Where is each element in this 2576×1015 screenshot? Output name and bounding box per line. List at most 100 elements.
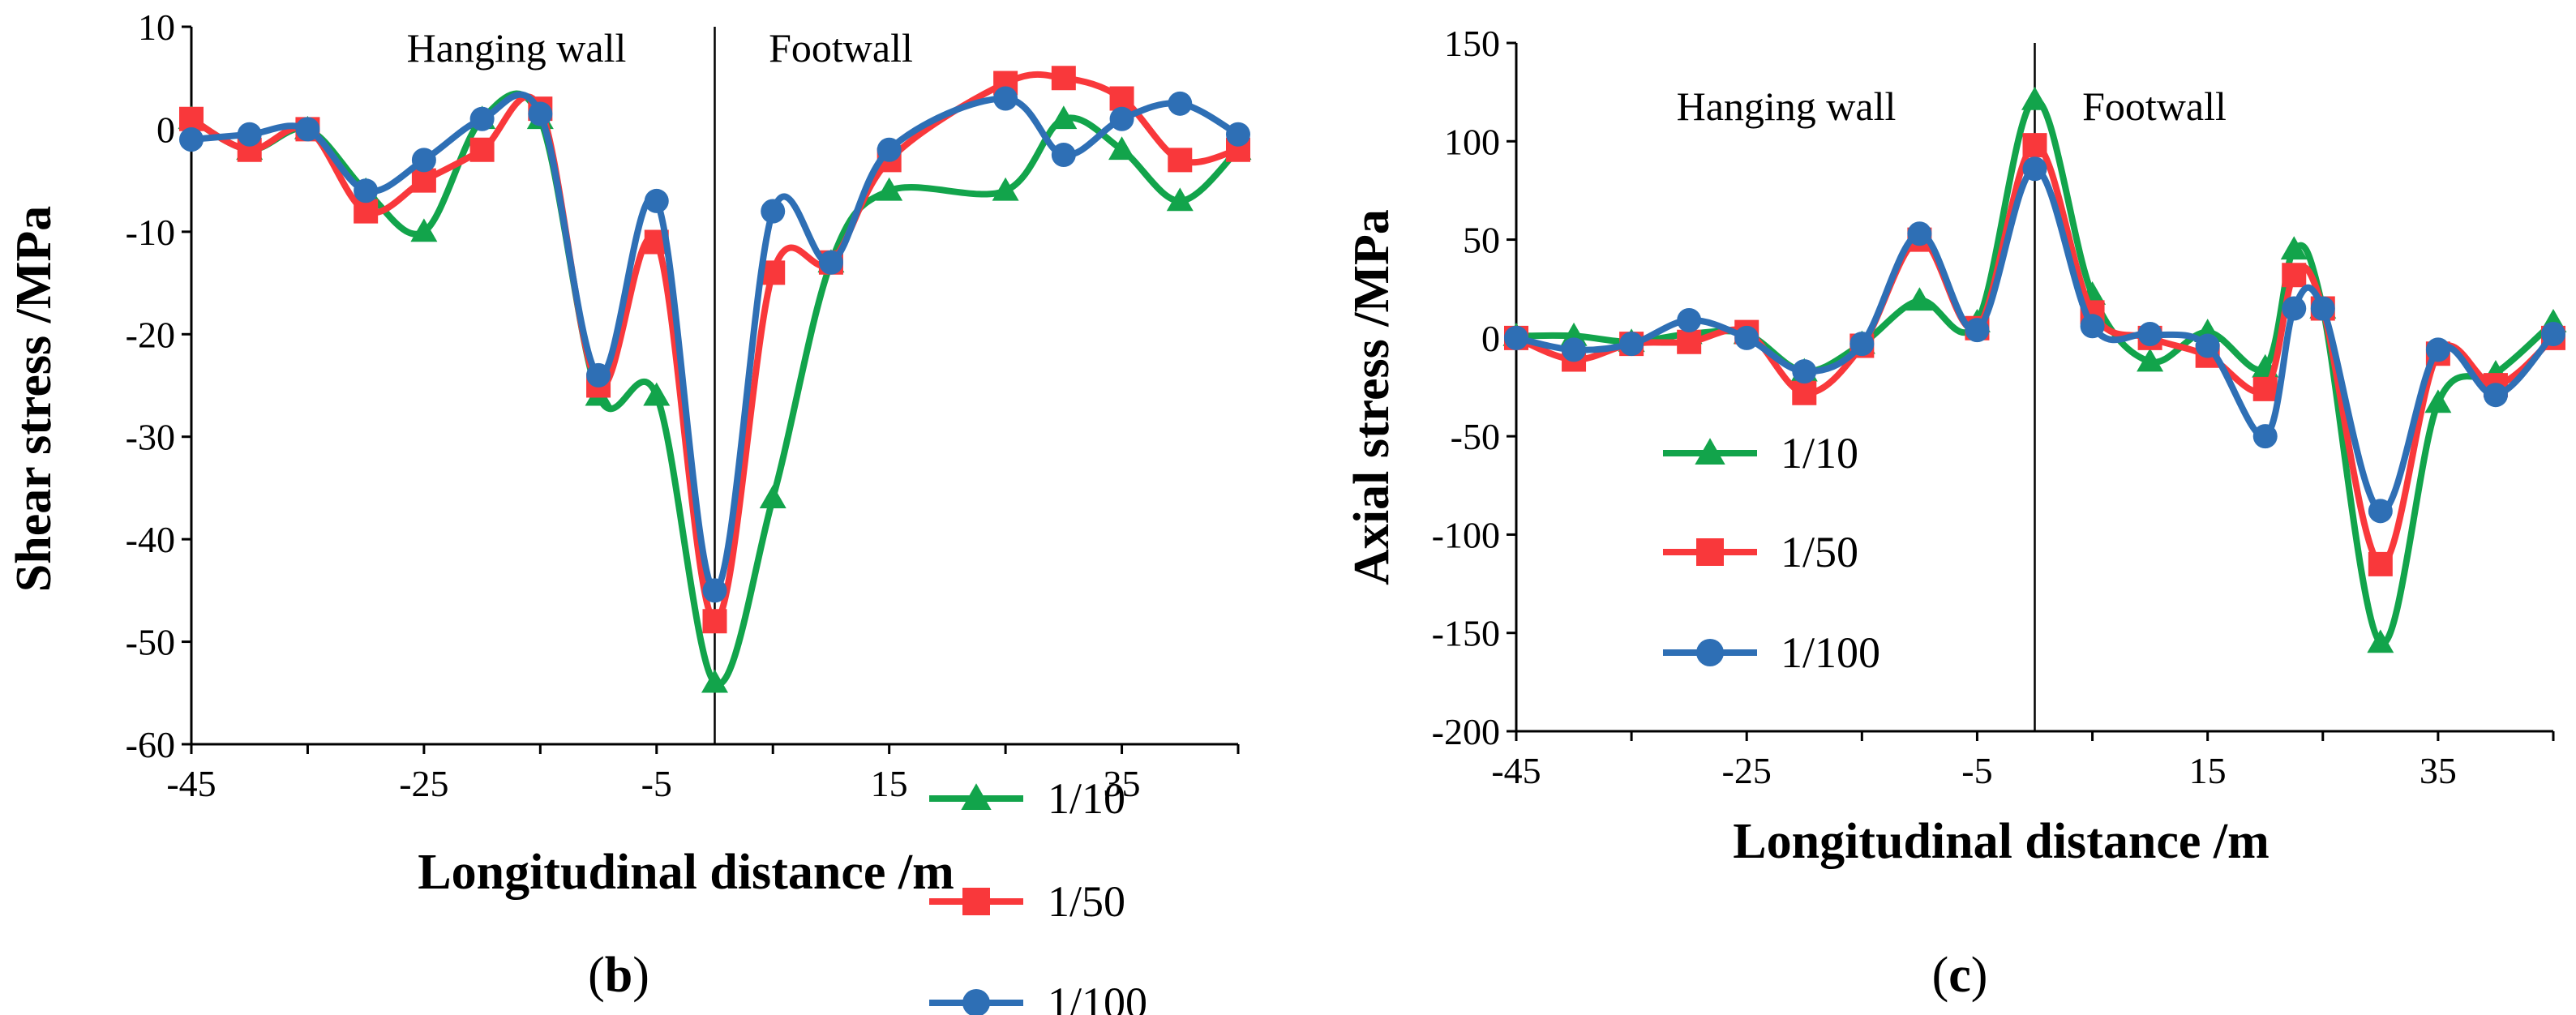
panel-b-data-point — [410, 218, 438, 242]
panel-b-data-point — [702, 578, 727, 603]
panel-c-data-point — [1562, 337, 1587, 362]
panel-b-x-tick-label: -25 — [399, 763, 448, 804]
panel-b-y-axis-title: Shear stress /MPa — [6, 206, 62, 592]
panel-b-data-point — [818, 250, 843, 275]
panel-c-x-tick-label: 35 — [2420, 750, 2457, 791]
panel-c-data-point — [2252, 424, 2278, 449]
panel-b-data-point — [761, 260, 786, 285]
panel-b-data-point — [1168, 91, 1193, 116]
panel-b-x-tick-label: 35 — [1104, 763, 1141, 804]
panel-b-data-point — [1050, 105, 1078, 130]
panel-c-series-1-100 — [1504, 156, 2565, 524]
panel-b-hanging-wall-label: Hanging wall — [407, 25, 627, 71]
panel-c-data-point — [2137, 348, 2164, 372]
panel-c-legend-marker-3 — [1696, 639, 1724, 666]
panel-b-caption: (b) — [588, 948, 649, 1003]
panel-c-data-point — [2252, 376, 2278, 401]
panel-b-legend: 1/10 1/50 1/100 — [929, 774, 1147, 1015]
panel-b-data-point — [701, 669, 728, 693]
panel-b-series-1-50 — [179, 66, 1250, 634]
panel-b-data-point — [354, 178, 379, 203]
panel-b-y-tick-label: 0 — [156, 109, 175, 150]
panel-b-y-tick-label: 10 — [138, 6, 175, 48]
panel-b-shear-stress-chart: 10 0 -10 -20 -30 -40 -50 -60-45 -25 -5 15 35 Hangin… — [6, 6, 1252, 1015]
panel-c-data-point — [1677, 308, 1702, 333]
panel-b-data-point — [876, 177, 903, 201]
panel-b-data-point — [354, 199, 379, 224]
panel-b-y-tick-label: -30 — [126, 417, 175, 458]
panel-c-data-point — [2368, 551, 2393, 576]
panel-c-legend-marker-1 — [1695, 438, 1725, 465]
panel-c-x-tick-label: -25 — [1722, 750, 1772, 791]
panel-b-data-point — [877, 137, 902, 162]
panel-c-plot-area: 150 100 50 0 -50 -100 -150 -200-45 -25 -5 15 35 — [1432, 23, 2567, 791]
panel-c-y-axis-title: Axial stress /MPa — [1344, 209, 1399, 585]
panel-c-y-tick-label: -200 — [1432, 711, 1500, 752]
panel-b-series-line — [188, 91, 1241, 594]
panel-b-x-tick-label: -45 — [166, 763, 216, 804]
panel-b-data-point — [1168, 148, 1193, 173]
panel-b-data-point — [411, 168, 436, 193]
panel-c-y-tick-label: 50 — [1463, 220, 1500, 261]
panel-c-x-tick-label: -45 — [1491, 750, 1541, 791]
panel-b-data-point — [528, 101, 553, 126]
panel-b-data-point — [992, 177, 1019, 201]
panel-c-data-point — [2424, 389, 2452, 413]
panel-c-data-point — [2022, 133, 2047, 158]
panel-c-legend-label-3: 1/100 — [1781, 628, 1880, 677]
panel-b-data-point — [237, 122, 262, 147]
panel-b-legend-item-3: 1/100 — [929, 979, 1147, 1015]
panel-b-data-point — [469, 106, 495, 131]
panel-b-y-tick-label: -10 — [126, 212, 175, 253]
panel-b-legend-marker-1 — [961, 783, 992, 811]
panel-c-axial-stress-chart: 150 100 50 0 -50 -100 -150 -200-45 -25 -5 15 35 Han… — [1344, 23, 2567, 1003]
panel-c-data-point — [1734, 325, 1759, 350]
panel-b-series-1-100 — [178, 86, 1250, 603]
panel-c-data-point — [2280, 236, 2308, 260]
panel-b-data-point — [702, 609, 727, 634]
panel-b-legend-label-1: 1/10 — [1048, 774, 1125, 823]
panel-b-data-point — [1166, 187, 1194, 212]
panel-b-legend-item-2: 1/50 — [929, 877, 1125, 926]
panel-b-data-point — [295, 117, 320, 142]
panel-c-data-point — [2022, 156, 2047, 182]
panel-c-data-point — [1965, 318, 1990, 343]
panel-c-hanging-wall-label: Hanging wall — [1677, 84, 1897, 129]
panel-c-y-tick-label: -50 — [1451, 416, 1500, 457]
panel-c-data-point — [2282, 263, 2307, 288]
panel-c-data-point — [1677, 329, 1702, 354]
panel-b-legend-marker-3 — [962, 989, 990, 1015]
panel-b-legend-item-1: 1/10 — [929, 774, 1125, 823]
panel-b-data-point — [586, 362, 611, 388]
panel-c-y-tick-label: 100 — [1444, 121, 1500, 162]
panel-c-x-tick-label: -5 — [1961, 750, 1992, 791]
panel-c-data-point — [2483, 383, 2508, 408]
panel-c-legend-item-1: 1/10 — [1663, 429, 1858, 478]
panel-b-plot-area: 10 0 -10 -20 -30 -40 -50 -60-45 -25 -5 15 35 — [126, 6, 1252, 804]
panel-c-data-point — [2310, 296, 2335, 321]
panel-c-data-point — [1792, 359, 1817, 384]
panel-c-caption: (c) — [1932, 948, 1988, 1003]
panel-c-legend-item-3: 1/100 — [1663, 628, 1880, 677]
panel-b-data-point — [1051, 143, 1076, 168]
panel-c-data-point — [2195, 333, 2220, 358]
panel-b-data-point — [993, 86, 1018, 111]
panel-b-data-point — [179, 106, 204, 131]
panel-c-data-point — [1907, 221, 1932, 246]
panel-b-y-tick-label: -40 — [126, 519, 175, 560]
panel-c-footwall-label: Footwall — [2082, 84, 2227, 129]
panel-b-data-point — [759, 485, 787, 508]
panel-c-legend-marker-2 — [1696, 538, 1724, 566]
panel-b-x-tick-label: 15 — [871, 763, 908, 804]
panel-c-x-axis-title: Longitudinal distance /m — [1733, 814, 2269, 869]
panel-b-y-tick-label: -20 — [126, 314, 175, 355]
panel-b-data-point — [644, 188, 669, 213]
panel-c-legend-label-2: 1/50 — [1781, 528, 1858, 576]
panel-b-x-axis-title: Longitudinal distance /m — [418, 845, 954, 900]
panel-c-y-tick-label: 0 — [1481, 318, 1500, 359]
panel-c-legend: 1/10 1/50 1/100 — [1663, 429, 1880, 677]
panel-c-legend-item-2: 1/50 — [1663, 528, 1858, 576]
panel-c-data-point — [2137, 322, 2162, 347]
panel-b-data-point — [469, 137, 495, 162]
